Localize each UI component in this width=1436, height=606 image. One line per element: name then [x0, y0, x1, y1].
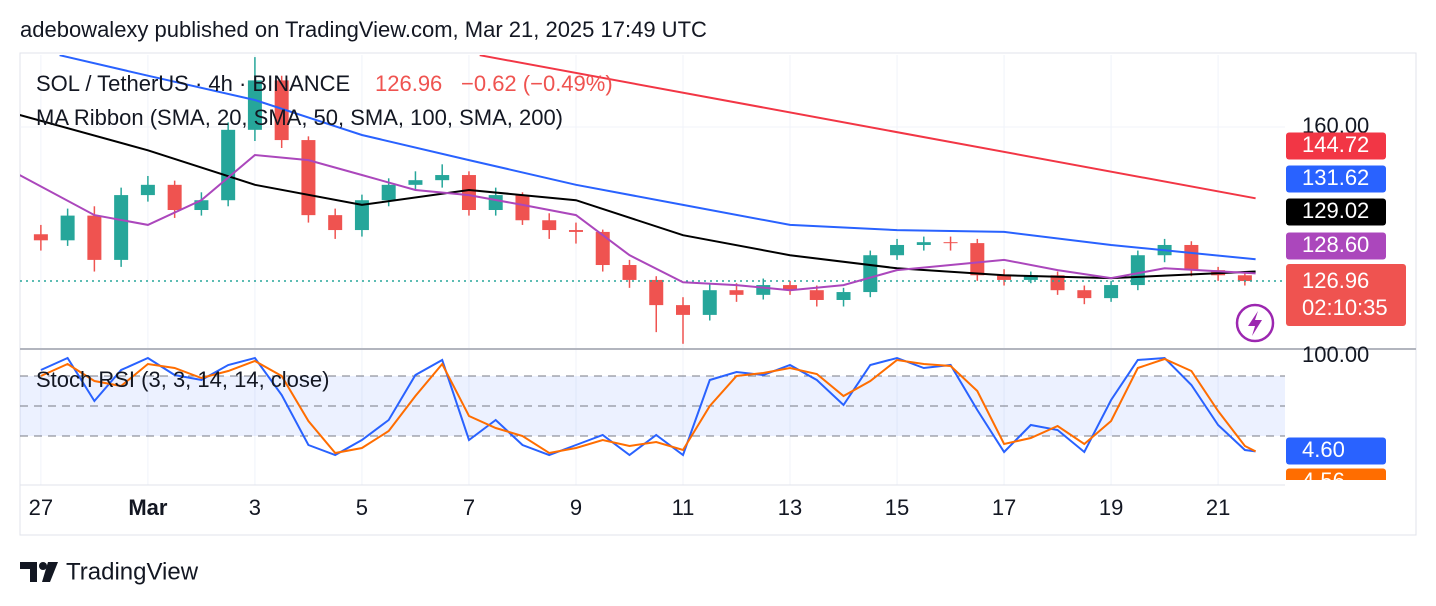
price-label-box: [1286, 198, 1386, 226]
candle-body: [408, 180, 423, 185]
x-tick-label: 19: [1099, 495, 1123, 520]
candle-body: [328, 215, 343, 231]
chart-frame: [19, 52, 1417, 536]
candle-body: [461, 175, 476, 211]
x-tick-label: 3: [249, 495, 261, 520]
candle-body: [114, 195, 129, 260]
candle-body: [1104, 285, 1119, 299]
candle-body: [515, 195, 530, 221]
x-tick-label: 13: [778, 495, 802, 520]
x-tick-label: 11: [672, 495, 695, 520]
candle-body: [167, 184, 182, 211]
indicator-line: [20, 153, 1256, 292]
price-label-box: [1286, 264, 1406, 326]
candle-body: [301, 140, 316, 216]
candle-body: [836, 292, 851, 300]
price-label-box: [1286, 437, 1386, 465]
price-label: 4.56: [1302, 468, 1345, 493]
indicator-line: [479, 55, 1256, 200]
x-tick-label: 7: [463, 495, 475, 520]
price-label: 128.60: [1302, 232, 1369, 257]
candle-body: [595, 231, 610, 266]
x-tick-label: Mar: [128, 495, 168, 520]
x-tick-label: 27: [29, 495, 53, 520]
price-label: 4.60: [1302, 437, 1345, 462]
candle-body: [997, 275, 1012, 280]
candle-body: [1023, 275, 1038, 280]
candle-body: [1077, 290, 1092, 299]
candle-body: [702, 290, 717, 315]
footer-brand[interactable]: TradingView: [66, 558, 199, 585]
price-label-box: [1286, 468, 1386, 480]
symbol-legend: SOL / TetherUS · 4h · BINANCE 126.96 −0.…: [36, 71, 613, 96]
price-label-box: [1286, 165, 1386, 193]
candle-body: [916, 242, 931, 245]
price-change: −0.62 (−0.49%): [461, 71, 613, 96]
y-tick-label: 100.00: [1302, 342, 1369, 367]
candle-body: [274, 80, 289, 141]
candle-body: [1050, 275, 1065, 291]
price-label: 144.72: [1302, 132, 1369, 157]
countdown: 02:10:35: [1302, 295, 1388, 320]
price-axis: 27 Mar 3 5 7 9 11 13 15 17 19 21160.00100.00144.721…: [29, 113, 1406, 520]
indicator-line: [40, 357, 1257, 455]
candle-body: [649, 279, 664, 306]
x-tick-label: 9: [570, 495, 582, 520]
candle-body: [809, 290, 824, 300]
indicator-line: [59, 55, 1256, 261]
stoch-axis-labels: 4.60 4.56: [1286, 437, 1386, 493]
header-title: adebowalexy published on TradingView.com…: [20, 17, 707, 42]
candle-body: [33, 234, 48, 241]
candle-body: [783, 285, 798, 291]
candle-body: [676, 305, 691, 315]
main-pane: [20, 55, 1285, 344]
price-label: 131.62: [1302, 165, 1369, 190]
indicator-legend: MA Ribbon (SMA, 20, SMA, 50, SMA, 100, S…: [36, 105, 563, 130]
price-label-box: [1286, 232, 1386, 260]
x-tick-label: 5: [356, 495, 368, 520]
price-label: 129.02: [1302, 198, 1369, 223]
candle-body: [60, 215, 75, 241]
indicator-line: [20, 114, 1256, 280]
x-tick-label: 15: [885, 495, 909, 520]
stoch-legend: Stoch RSI (3, 3, 14, 14, close): [36, 367, 329, 392]
candle-body: [542, 220, 557, 231]
candle-body: [1184, 244, 1199, 271]
candle-body: [1237, 275, 1252, 282]
candle-body: [381, 184, 396, 201]
candle-body: [756, 285, 771, 295]
candle-body: [729, 290, 744, 295]
candle-body: [221, 129, 236, 201]
indicator-line: [40, 356, 1256, 457]
candle-body: [247, 80, 262, 130]
stoch-background: [20, 375, 1285, 437]
x-tick-label: 21: [1206, 495, 1230, 520]
candle-body: [943, 242, 958, 244]
candle-body: [354, 200, 369, 231]
symbol: SOL / TetherUS · 4h · BINANCE: [36, 71, 350, 96]
price-label-box: [1286, 132, 1386, 160]
candle-body: [140, 184, 155, 196]
candle-body: [970, 243, 985, 276]
candle-body: [863, 255, 878, 293]
price-label: 126.96: [1302, 268, 1369, 293]
candle-body: [890, 244, 905, 256]
candle-body: [435, 175, 450, 181]
x-tick-label: 17: [992, 495, 1016, 520]
alert-icon[interactable]: [1235, 303, 1275, 343]
candle-body: [488, 195, 503, 211]
candle-body: [622, 265, 637, 280]
tradingview-logo[interactable]: [20, 562, 58, 582]
candle-body: [568, 230, 583, 232]
stoch-pane: [40, 356, 1257, 457]
candle-body: [87, 215, 102, 260]
last-price: 126.96: [375, 71, 442, 96]
candle-body: [194, 200, 209, 211]
